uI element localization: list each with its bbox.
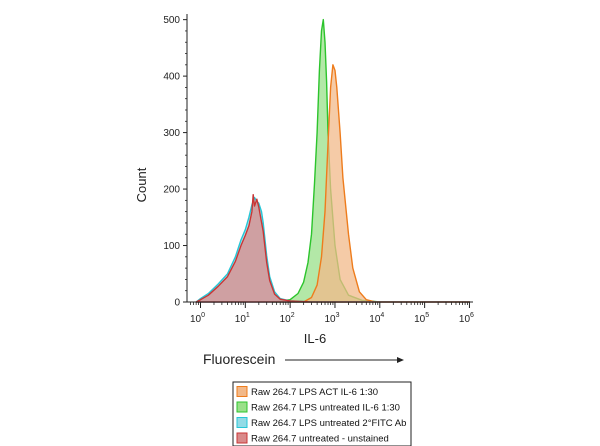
x-tick-label: 100 — [190, 312, 205, 325]
x-tick-label: 101 — [235, 312, 250, 325]
x-tick-label: 105 — [414, 312, 429, 325]
series-layer — [195, 18, 471, 303]
series-area-4 — [302, 64, 471, 303]
y-tick-label: 500 — [163, 15, 180, 26]
x-tick-label: 104 — [369, 312, 384, 325]
axes-layer: 0 100 200 300 400 500 100 101 102 103 104 105 106 — [163, 14, 474, 325]
legend-swatch — [236, 432, 248, 444]
legend-swatch — [236, 417, 248, 428]
legend-entry: Raw 264.7 untreated - unstained — [251, 434, 389, 445]
fluorescein-arrow-head — [397, 357, 404, 363]
legend-swatch — [236, 386, 248, 397]
legend: Raw 264.7 LPS ACT IL-6 1:30 Raw 264.7 LPS… — [232, 381, 412, 446]
x-tick-label: 103 — [324, 312, 339, 325]
series-area-3 — [271, 18, 471, 303]
x-axis-label: IL-6 — [304, 331, 326, 346]
y-tick-label: 300 — [163, 128, 180, 139]
legend-entry: Raw 264.7 LPS untreated 2°FITC Ab — [251, 418, 406, 429]
legend-box — [232, 381, 412, 446]
x-tick-label: 106 — [459, 312, 474, 325]
x-tick-label: 102 — [280, 312, 295, 325]
y-tick-label: 200 — [163, 185, 180, 196]
y-tick-label: 400 — [163, 72, 180, 83]
secondary-axis-label: Fluorescein — [203, 351, 275, 367]
y-tick-label: 0 — [174, 298, 180, 309]
legend-swatch — [236, 401, 248, 413]
legend-entry: Raw 264.7 LPS ACT IL-6 1:30 — [251, 387, 378, 398]
y-tick-label: 100 — [163, 241, 180, 252]
series-area-1 — [195, 194, 471, 303]
y-axis-label: Count — [134, 167, 149, 202]
legend-entry: Raw 264.7 LPS untreated IL-6 1:30 — [251, 403, 400, 414]
